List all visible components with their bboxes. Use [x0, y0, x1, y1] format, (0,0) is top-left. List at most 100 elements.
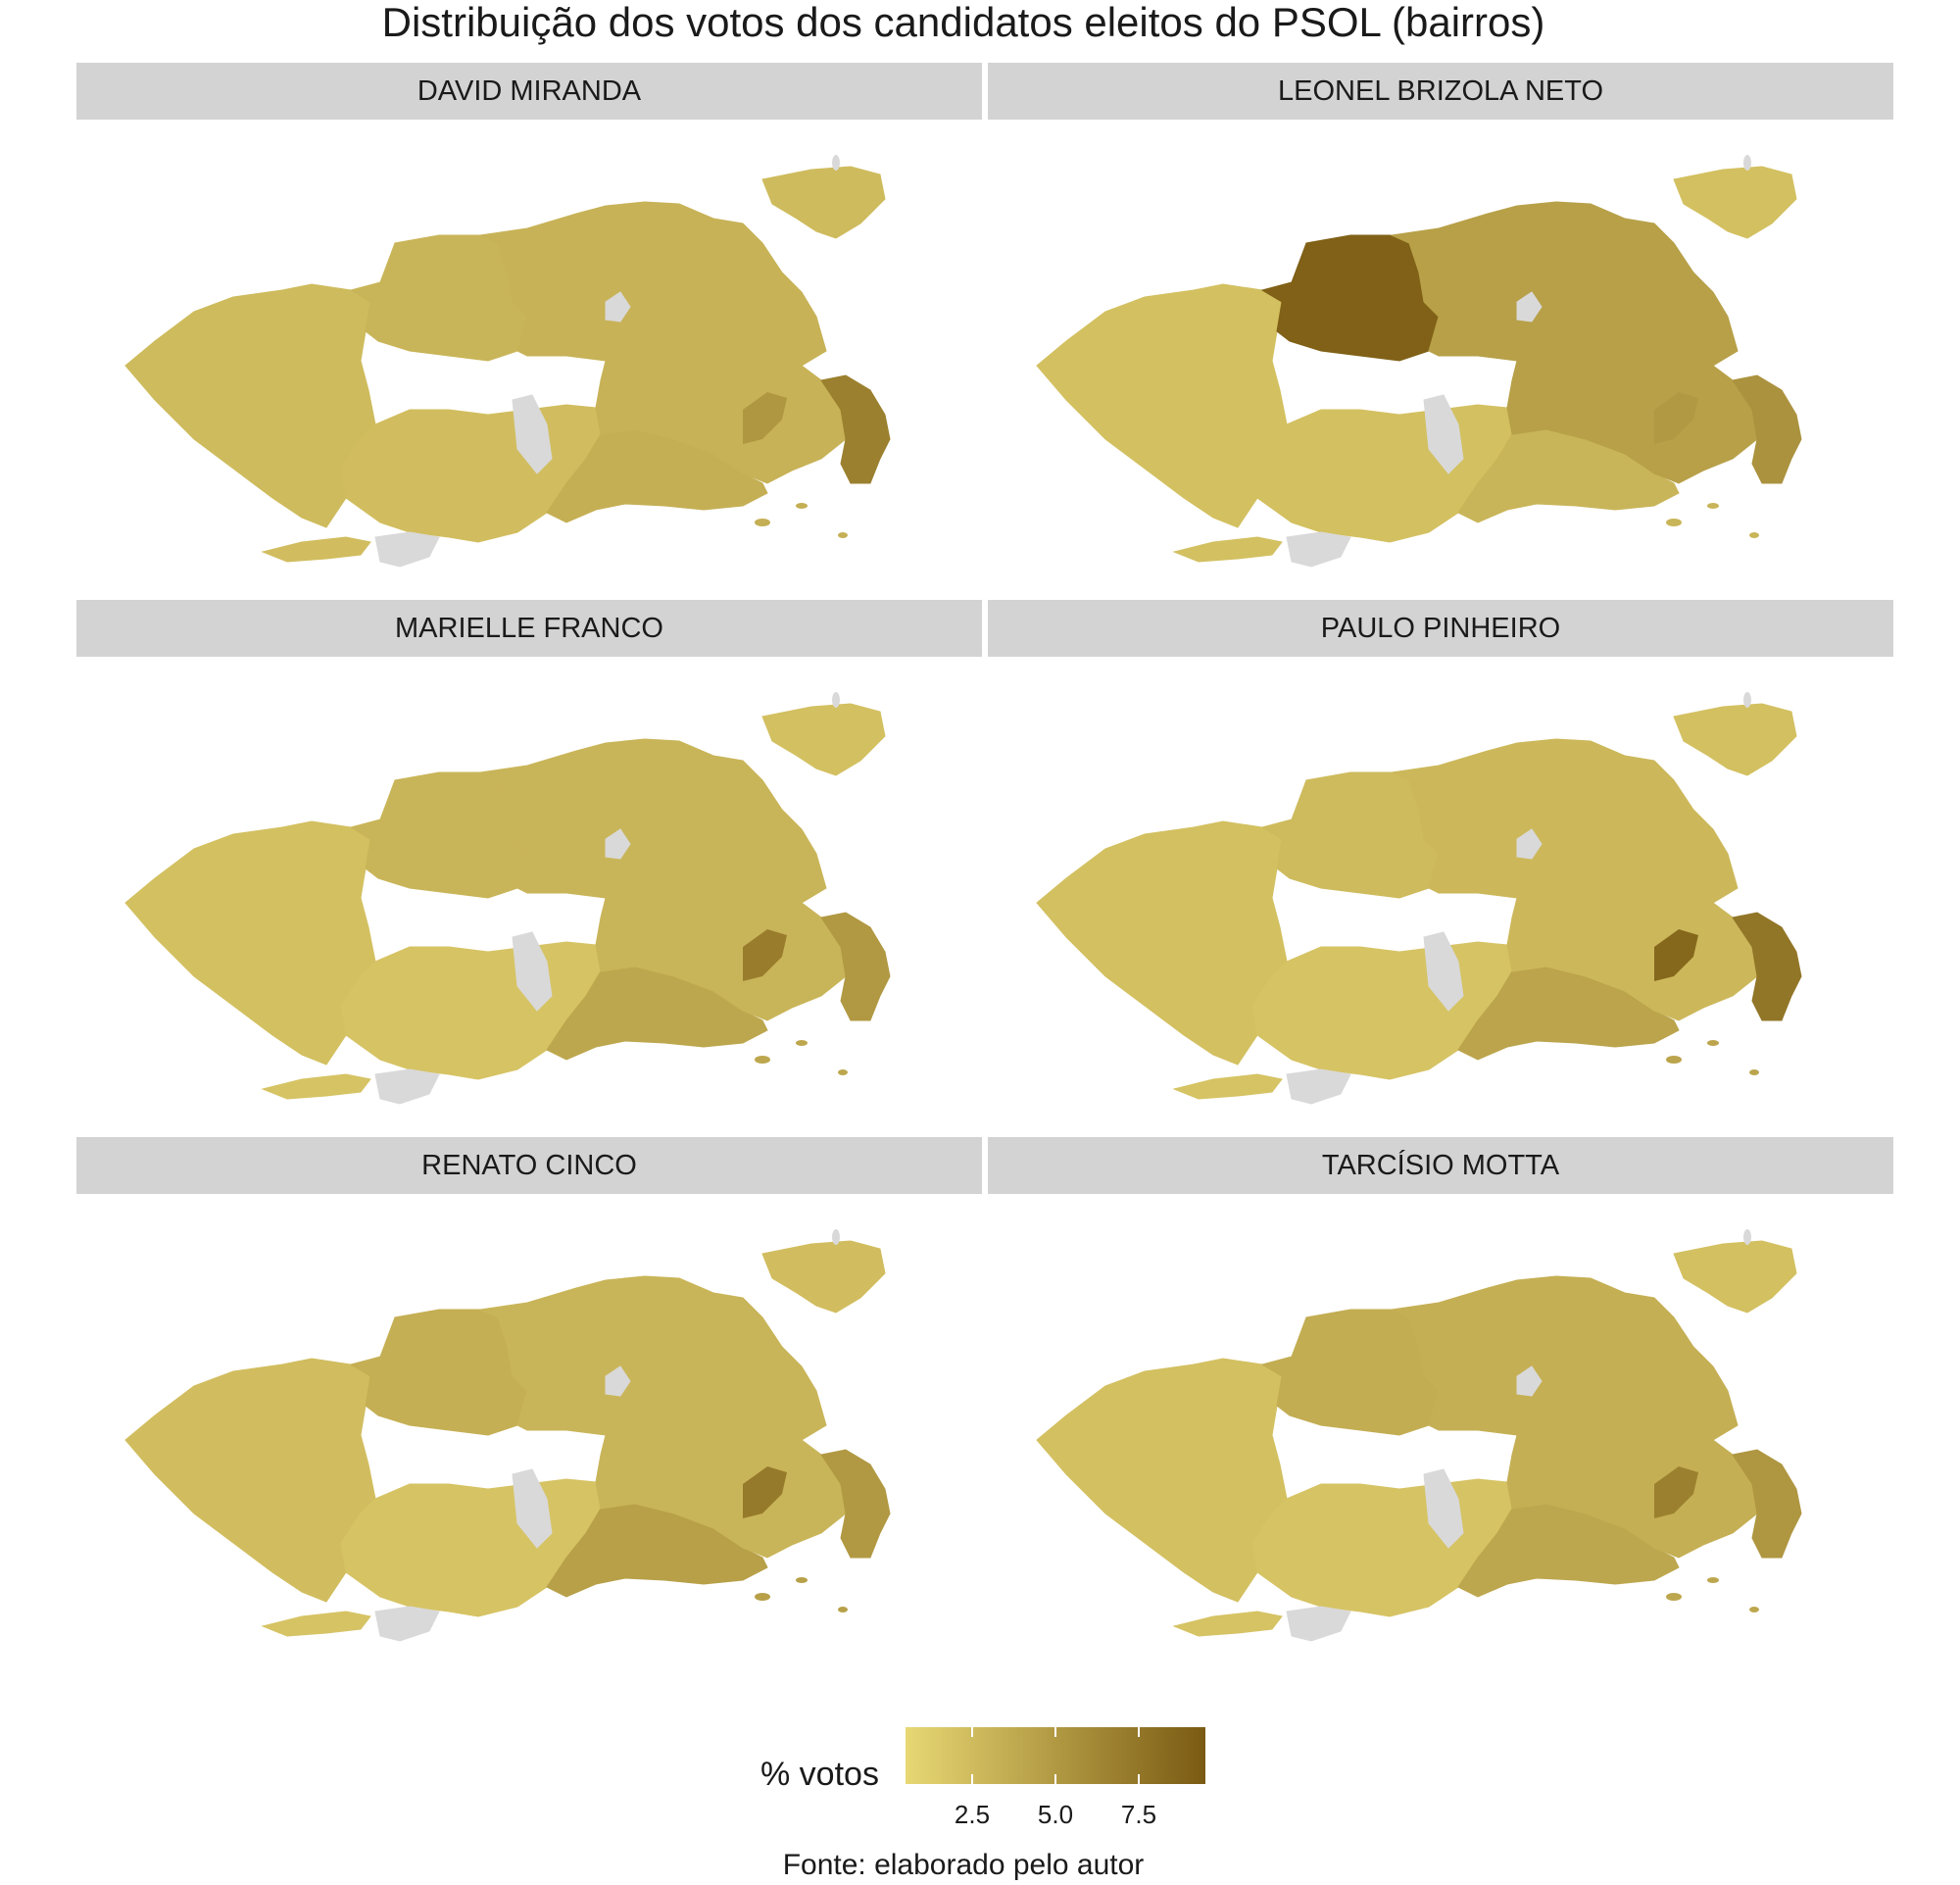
region-northeast — [1673, 166, 1797, 239]
region-na1 — [512, 394, 553, 474]
region-na2 — [1286, 531, 1351, 568]
island — [1707, 1040, 1719, 1046]
region-east — [595, 360, 847, 484]
region-na1 — [512, 1468, 553, 1549]
region-east_coast — [1732, 374, 1802, 484]
facet-strip-label: MARIELLE FRANCO — [76, 600, 982, 657]
region-southwest — [340, 941, 602, 1080]
island — [1743, 1229, 1751, 1245]
facet-strip-label: LEONEL BRIZOLA NETO — [988, 63, 1893, 120]
region-east — [1506, 897, 1758, 1021]
region-southwest — [1251, 1478, 1513, 1617]
region-northwest — [1260, 1309, 1440, 1436]
region-na2 — [374, 1068, 440, 1105]
island — [832, 1229, 840, 1245]
legend-tick-label: 5.0 — [1037, 1800, 1074, 1829]
island — [1707, 1577, 1719, 1583]
caption: Fonte: elaborado pelo autor — [782, 1849, 1145, 1881]
region-northeast — [1673, 703, 1797, 776]
region-north — [1390, 201, 1739, 373]
region-hotspot — [1654, 392, 1698, 444]
plot-title: Distribuição dos votos dos candidatos el… — [381, 0, 1545, 45]
facet-strip-label: PAULO PINHEIRO — [988, 600, 1893, 657]
region-southwest — [340, 1478, 602, 1617]
region-southwest — [340, 404, 602, 543]
island — [796, 1040, 808, 1046]
region-peninsula — [261, 1611, 371, 1637]
island — [832, 692, 840, 708]
legend-tick-label: 7.5 — [1120, 1800, 1157, 1829]
region-northeast — [1673, 1240, 1797, 1314]
region-east_coast — [1732, 1449, 1802, 1559]
region-na1 — [1423, 394, 1464, 474]
island — [796, 1577, 808, 1583]
legend-colorbar — [906, 1727, 1205, 1784]
region-northwest — [1260, 771, 1440, 899]
region-southwest — [1251, 941, 1513, 1080]
island — [1749, 1069, 1759, 1075]
island — [1749, 1607, 1759, 1612]
island — [832, 155, 840, 171]
region-west — [124, 1358, 376, 1603]
region-hotspot — [743, 392, 787, 444]
region-na2 — [374, 1606, 440, 1642]
region-west — [1036, 820, 1288, 1066]
region-northeast — [761, 166, 886, 239]
choropleth-map — [124, 155, 891, 568]
region-east — [595, 897, 847, 1021]
region-northwest — [349, 1309, 528, 1436]
region-peninsula — [1172, 1611, 1283, 1637]
region-hotspot — [743, 1466, 787, 1518]
region-na2 — [1286, 1068, 1351, 1105]
region-peninsula — [261, 536, 371, 563]
island — [1666, 1593, 1682, 1601]
region-na3 — [605, 828, 631, 860]
island — [838, 1069, 848, 1075]
choropleth-map — [1036, 692, 1802, 1105]
region-na2 — [1286, 1606, 1351, 1642]
choropleth-map — [124, 692, 891, 1105]
facet-strip-label: DAVID MIRANDA — [76, 63, 982, 120]
region-southwest — [1251, 404, 1513, 543]
region-east_coast — [1732, 912, 1802, 1021]
region-na2 — [374, 531, 440, 568]
region-na3 — [1516, 1365, 1543, 1397]
region-north — [1390, 738, 1739, 911]
region-na1 — [1423, 931, 1464, 1012]
choropleth-map — [124, 1229, 891, 1642]
region-hotspot — [1654, 929, 1698, 981]
legend-title: % votos — [760, 1756, 879, 1793]
island — [1666, 1056, 1682, 1064]
region-na3 — [1516, 291, 1543, 322]
island — [838, 532, 848, 538]
legend-tick-label: 2.5 — [954, 1800, 991, 1829]
region-west — [1036, 1358, 1288, 1603]
region-peninsula — [261, 1073, 371, 1100]
region-east — [1506, 1434, 1758, 1559]
island — [755, 1056, 770, 1064]
island — [755, 519, 770, 526]
region-northwest — [1260, 234, 1440, 362]
region-na3 — [605, 291, 631, 322]
region-east — [595, 1434, 847, 1559]
island — [1743, 155, 1751, 171]
region-na3 — [1516, 828, 1543, 860]
island — [1666, 519, 1682, 526]
region-hotspot — [743, 929, 787, 981]
region-north — [478, 1275, 827, 1448]
region-west — [124, 820, 376, 1066]
island — [796, 503, 808, 509]
region-northeast — [761, 1240, 886, 1314]
facet-strip-label: RENATO CINCO — [76, 1137, 982, 1194]
region-west — [1036, 283, 1288, 528]
region-northwest — [349, 234, 528, 362]
region-na1 — [1423, 1468, 1464, 1549]
choropleth-map — [1036, 155, 1802, 568]
region-east_coast — [820, 1449, 891, 1559]
region-east — [1506, 360, 1758, 484]
island — [838, 1607, 848, 1612]
region-west — [124, 283, 376, 528]
island — [1707, 503, 1719, 509]
island — [1743, 692, 1751, 708]
region-northwest — [349, 771, 528, 899]
